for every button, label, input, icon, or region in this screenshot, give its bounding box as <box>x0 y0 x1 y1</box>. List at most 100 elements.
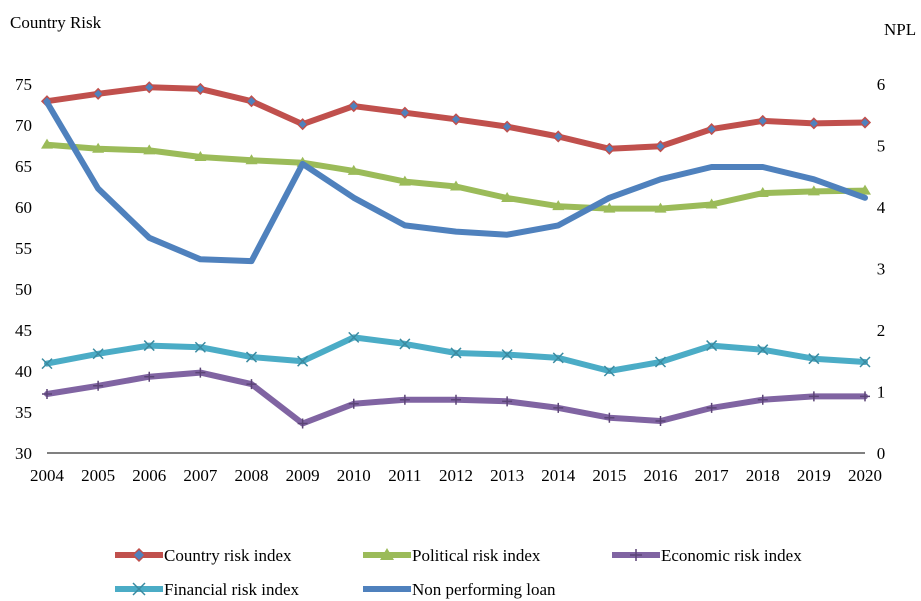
series-point <box>501 349 513 361</box>
series-non-performing-loan <box>44 99 868 265</box>
series-point <box>705 198 718 209</box>
legend-label: Non performing loan <box>412 580 556 599</box>
series-point <box>246 379 257 390</box>
legend-label: Economic risk index <box>661 546 802 565</box>
series-point <box>603 202 616 213</box>
series-point <box>604 412 615 423</box>
y-right-tick-label: 0 <box>877 444 886 463</box>
series-point <box>92 87 105 100</box>
x-tick-label: 2016 <box>644 466 678 485</box>
series-point <box>41 138 53 149</box>
series-point <box>706 402 717 413</box>
series-point <box>501 191 514 202</box>
y-right-tick-label: 6 <box>877 75 886 94</box>
series-point <box>398 175 411 186</box>
series-point <box>41 358 53 370</box>
legend-item: Political risk index <box>363 546 541 565</box>
series-point <box>245 154 258 165</box>
x-tick-label: 2009 <box>286 466 320 485</box>
series-point <box>143 144 156 155</box>
series-point <box>655 416 666 427</box>
y-left-tick-label: 45 <box>15 321 32 340</box>
x-tick-label: 2010 <box>337 466 371 485</box>
series-point <box>705 123 718 136</box>
y-right-tick-label: 1 <box>877 383 886 402</box>
axes: 2004 2005 2006 2007 2008 2009 2010 2011 2012 2013… <box>15 75 886 485</box>
x-tick-label: 2019 <box>797 466 831 485</box>
series-point <box>347 164 360 175</box>
series-point <box>552 200 565 211</box>
series-point <box>654 356 667 368</box>
series-point <box>757 344 769 356</box>
left-axis-title: Country Risk <box>10 13 102 32</box>
y-left-tick-label: 40 <box>15 362 32 381</box>
series-point <box>194 341 206 353</box>
legend-label: Country risk index <box>164 546 292 565</box>
y-left-tick-label: 65 <box>15 157 32 176</box>
series-point <box>603 365 615 377</box>
series-point <box>807 185 820 196</box>
y-left-tick-label: 70 <box>15 116 32 135</box>
y-left-tick-label: 50 <box>15 280 32 299</box>
legend-item: Economic risk index <box>612 546 802 565</box>
legend-item: Country risk index <box>115 546 292 565</box>
series-economic-risk-index <box>42 367 870 429</box>
series-layer <box>40 81 872 429</box>
series-point <box>808 353 820 365</box>
series-point <box>347 100 360 113</box>
series-point <box>380 548 394 560</box>
series-line <box>44 141 868 212</box>
series-point <box>92 348 104 360</box>
x-tick-label: 2017 <box>695 466 730 485</box>
legend: Country risk index Political risk index Ec… <box>115 546 802 599</box>
series-point <box>194 150 207 161</box>
series-point <box>195 367 206 378</box>
series-point <box>399 394 410 405</box>
series-point <box>132 582 146 596</box>
series-point <box>297 418 308 429</box>
series-point <box>143 340 155 352</box>
x-tick-label: 2015 <box>592 466 626 485</box>
y-right-tick-label: 4 <box>877 198 886 217</box>
x-tick-label: 2018 <box>746 466 780 485</box>
series-financial-risk-index <box>41 331 871 377</box>
series-point <box>42 388 52 399</box>
series-point <box>348 398 359 409</box>
x-tick-label: 2005 <box>81 466 115 485</box>
legend-item: Non performing loan <box>363 580 556 599</box>
series-point <box>194 82 207 95</box>
series-point <box>603 142 616 155</box>
series-point <box>756 187 769 198</box>
x-tick-label: 2007 <box>183 466 218 485</box>
y-left-tick-label: 60 <box>15 198 32 217</box>
series-point <box>630 549 642 561</box>
x-tick-label: 2004 <box>30 466 65 485</box>
series-point <box>859 184 871 195</box>
series-point <box>502 396 513 407</box>
series-point <box>501 120 514 133</box>
series-political-risk-index <box>41 138 871 213</box>
series-point <box>553 402 564 413</box>
series-point <box>92 142 105 153</box>
series-point <box>398 106 411 119</box>
legend-item: Financial risk index <box>115 580 300 599</box>
series-point <box>399 338 411 350</box>
series-point <box>131 547 147 563</box>
series-point <box>808 391 819 402</box>
series-point <box>756 114 769 127</box>
series-point <box>450 180 462 191</box>
x-tick-label: 2014 <box>541 466 576 485</box>
y-left-tick-label: 35 <box>15 403 32 422</box>
y-right-tick-label: 3 <box>877 260 886 279</box>
y-left-tick-label: 75 <box>15 75 32 94</box>
x-tick-label: 2006 <box>132 466 166 485</box>
series-point <box>757 394 768 405</box>
series-country-risk-index <box>40 81 872 155</box>
series-point <box>807 117 820 130</box>
series-point <box>451 394 461 405</box>
series-point <box>144 371 155 382</box>
right-axis-title: NPL <box>884 20 916 39</box>
series-point <box>296 118 309 131</box>
series-point <box>552 352 564 364</box>
y-left-tick-label: 30 <box>15 444 32 463</box>
